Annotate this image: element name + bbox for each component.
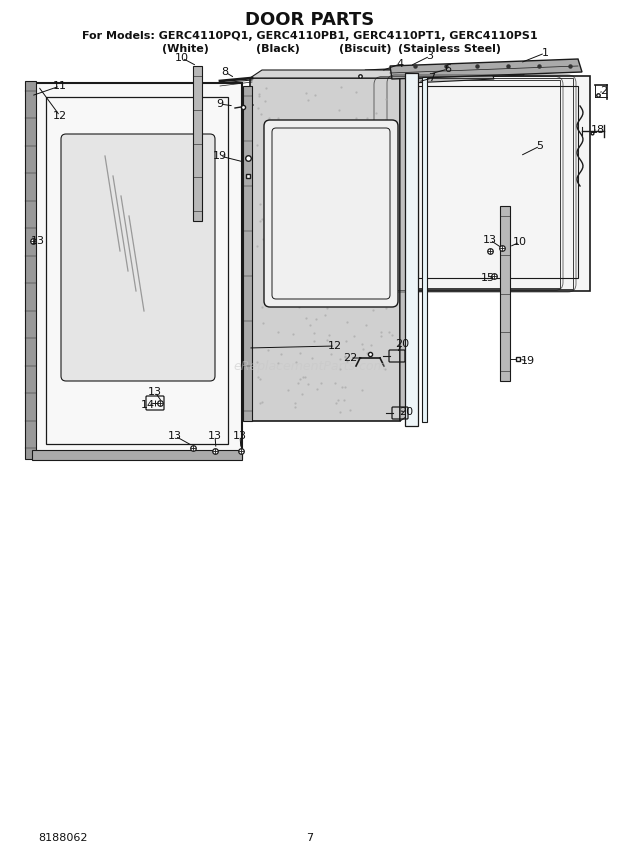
Text: 12: 12 <box>328 341 342 351</box>
Text: (White): (White) <box>162 44 208 54</box>
Polygon shape <box>410 80 415 419</box>
Text: 20: 20 <box>395 339 409 349</box>
Text: 4: 4 <box>396 59 404 69</box>
Polygon shape <box>390 59 582 79</box>
Text: For Models: GERC4110PQ1, GERC4110PB1, GERC4110PT1, GERC4110PS1: For Models: GERC4110PQ1, GERC4110PB1, GE… <box>82 31 538 41</box>
Text: 13: 13 <box>208 431 222 441</box>
Text: 7: 7 <box>428 73 436 83</box>
Text: 8188062: 8188062 <box>38 833 87 843</box>
Polygon shape <box>400 70 412 421</box>
Text: 12: 12 <box>53 111 67 121</box>
Text: 2: 2 <box>600 86 608 96</box>
Text: 13: 13 <box>148 387 162 397</box>
Text: DOOR PARTS: DOOR PARTS <box>246 11 374 29</box>
Text: 20: 20 <box>399 407 413 417</box>
Text: 13: 13 <box>483 235 497 245</box>
Polygon shape <box>193 66 202 221</box>
Text: 7: 7 <box>306 833 314 843</box>
Text: 22: 22 <box>343 353 357 363</box>
Text: 1: 1 <box>541 48 549 58</box>
Text: 19: 19 <box>213 151 227 161</box>
Text: 10: 10 <box>175 53 189 63</box>
Text: 14: 14 <box>141 400 155 410</box>
Text: eReplacementParts.com: eReplacementParts.com <box>234 360 386 372</box>
Text: 6: 6 <box>445 64 451 74</box>
Polygon shape <box>422 77 427 422</box>
Text: 8: 8 <box>221 67 229 77</box>
Text: 15: 15 <box>481 273 495 283</box>
Text: 18: 18 <box>591 125 605 135</box>
FancyBboxPatch shape <box>264 120 398 307</box>
Polygon shape <box>25 81 36 459</box>
Text: 13: 13 <box>233 431 247 441</box>
Polygon shape <box>405 73 418 426</box>
Polygon shape <box>345 67 494 86</box>
Polygon shape <box>250 70 412 78</box>
Polygon shape <box>405 76 590 291</box>
Polygon shape <box>243 86 252 421</box>
Polygon shape <box>32 450 242 460</box>
Text: 19: 19 <box>521 356 535 366</box>
Polygon shape <box>32 83 242 458</box>
Polygon shape <box>500 206 510 381</box>
FancyBboxPatch shape <box>61 134 215 381</box>
Text: (Black): (Black) <box>256 44 300 54</box>
Text: 13: 13 <box>168 431 182 441</box>
Text: 13: 13 <box>31 236 45 246</box>
Text: 10: 10 <box>513 237 527 247</box>
Text: 5: 5 <box>536 141 544 151</box>
Text: 3: 3 <box>427 51 433 61</box>
Polygon shape <box>250 78 400 421</box>
Text: 11: 11 <box>53 81 67 91</box>
Text: (Stainless Steel): (Stainless Steel) <box>399 44 502 54</box>
Text: 9: 9 <box>216 99 224 109</box>
Polygon shape <box>365 63 524 82</box>
Text: (Biscuit): (Biscuit) <box>339 44 391 54</box>
